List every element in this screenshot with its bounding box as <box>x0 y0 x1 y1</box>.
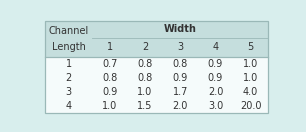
Text: 1: 1 <box>66 59 72 69</box>
Text: 0.8: 0.8 <box>137 59 153 69</box>
Text: 3.0: 3.0 <box>208 101 223 111</box>
Text: Width: Width <box>164 24 197 34</box>
Text: 2.0: 2.0 <box>208 87 223 97</box>
Text: 0.8: 0.8 <box>102 73 118 83</box>
Text: Length: Length <box>52 42 86 52</box>
Text: 1.0: 1.0 <box>137 87 153 97</box>
Text: 1.5: 1.5 <box>137 101 153 111</box>
Text: 1: 1 <box>107 42 113 52</box>
Text: 0.8: 0.8 <box>173 59 188 69</box>
Text: 1.0: 1.0 <box>243 59 258 69</box>
Text: 4.0: 4.0 <box>243 87 258 97</box>
Text: 1.0: 1.0 <box>243 73 258 83</box>
Text: 0.9: 0.9 <box>173 73 188 83</box>
Text: 20.0: 20.0 <box>240 101 261 111</box>
Text: 2: 2 <box>142 42 148 52</box>
Text: 0.9: 0.9 <box>102 87 118 97</box>
Text: 0.9: 0.9 <box>208 73 223 83</box>
Text: 1.7: 1.7 <box>173 87 188 97</box>
Text: Channel: Channel <box>49 26 89 36</box>
Text: 2.0: 2.0 <box>173 101 188 111</box>
Text: 0.7: 0.7 <box>102 59 118 69</box>
Bar <box>45 56 268 113</box>
Text: 4: 4 <box>66 101 72 111</box>
Text: 5: 5 <box>248 42 254 52</box>
Text: 3: 3 <box>177 42 183 52</box>
Text: 3: 3 <box>66 87 72 97</box>
Text: 4: 4 <box>212 42 218 52</box>
Bar <box>45 21 268 56</box>
Text: 0.8: 0.8 <box>137 73 153 83</box>
Text: 0.9: 0.9 <box>208 59 223 69</box>
Text: 1.0: 1.0 <box>102 101 118 111</box>
Text: 2: 2 <box>66 73 72 83</box>
